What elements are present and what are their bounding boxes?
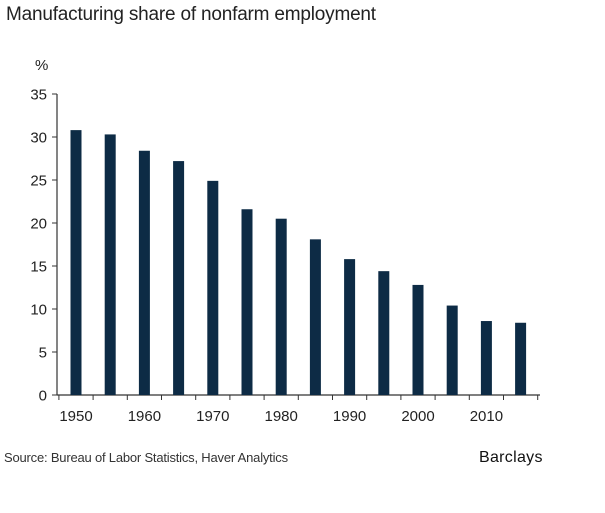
y-axis-unit-label: % bbox=[35, 57, 48, 74]
y-tick-label: 10 bbox=[30, 302, 47, 319]
y-tick-label: 20 bbox=[30, 216, 47, 233]
bar-1980 bbox=[275, 218, 287, 395]
chart-title: Manufacturing share of nonfarm employmen… bbox=[6, 4, 376, 25]
bar-1975 bbox=[241, 209, 253, 395]
bar-1995 bbox=[378, 271, 390, 395]
x-tick-label: 2000 bbox=[401, 408, 434, 425]
bar-2000 bbox=[412, 284, 424, 395]
x-axis: 1950 1960 1970 1980 1990 2000 2010 bbox=[57, 394, 540, 425]
bar-2005 bbox=[446, 305, 458, 395]
y-axis: 0 5 10 15 20 25 30 35 bbox=[30, 87, 58, 405]
bar-2010 bbox=[480, 321, 492, 395]
x-tick-label: 1990 bbox=[333, 408, 366, 425]
y-tick-label: 35 bbox=[30, 87, 47, 104]
bar-1965 bbox=[173, 161, 185, 395]
y-tick-label: 15 bbox=[30, 259, 47, 276]
bar-1955 bbox=[104, 134, 116, 396]
source-note: Source: Bureau of Labor Statistics, Have… bbox=[4, 450, 288, 465]
bar-2015 bbox=[515, 322, 527, 395]
brand-label: Barclays bbox=[479, 449, 543, 466]
bar-1970 bbox=[207, 180, 219, 395]
y-tick-label: 0 bbox=[39, 388, 47, 405]
bar-1985 bbox=[309, 239, 321, 395]
y-tick-label: 25 bbox=[30, 173, 47, 190]
bar-1950 bbox=[70, 130, 82, 395]
bars bbox=[70, 130, 527, 396]
y-tick-label: 5 bbox=[39, 345, 47, 362]
y-tick-label: 30 bbox=[30, 130, 47, 147]
x-tick-label: 1950 bbox=[59, 408, 92, 425]
x-tick-label: 1960 bbox=[128, 408, 161, 425]
x-tick-label: 2010 bbox=[470, 408, 503, 425]
bar-1990 bbox=[344, 259, 356, 395]
x-tick-label: 1970 bbox=[196, 408, 229, 425]
bar-1960 bbox=[138, 150, 150, 395]
x-tick-label: 1980 bbox=[265, 408, 298, 425]
